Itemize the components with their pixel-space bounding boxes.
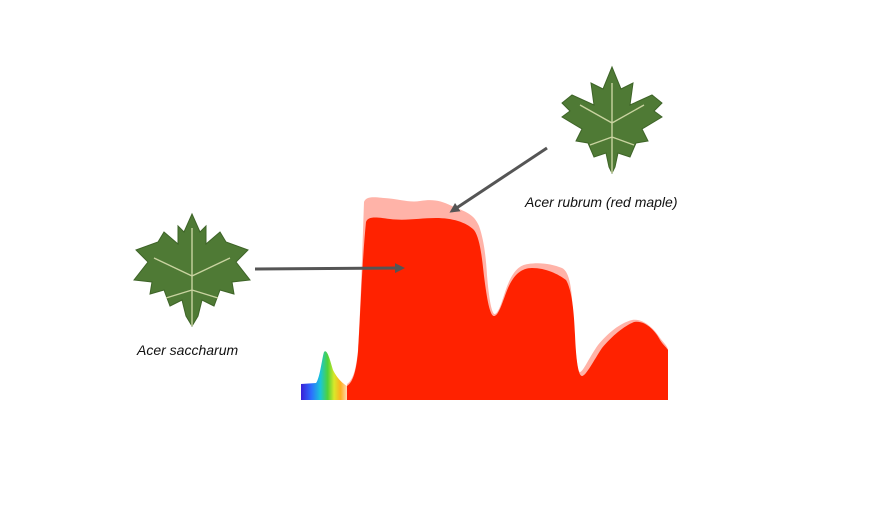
- acer-saccharum-spectrum: [347, 217, 668, 400]
- red-maple-leaf-icon: [561, 65, 663, 175]
- sugar-maple-leaf-icon: [133, 212, 251, 327]
- acer-saccharum-arrow: [254, 263, 405, 274]
- acer-rubrum-label: Acer rubrum (red maple): [525, 194, 678, 210]
- acer-saccharum-label: Acer saccharum: [137, 342, 239, 358]
- acer-rubrum-arrow: [449, 146, 548, 213]
- visible-light-peak: [301, 351, 347, 400]
